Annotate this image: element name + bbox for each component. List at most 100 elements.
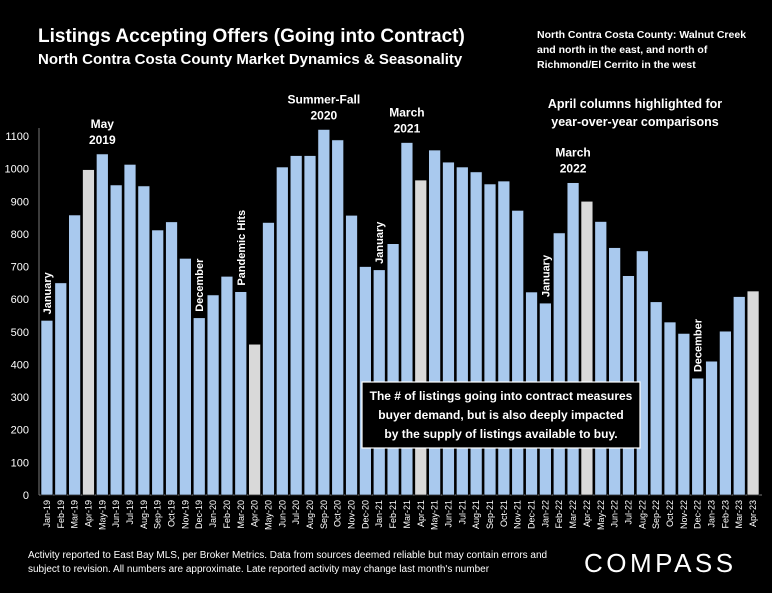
- bar: [636, 250, 649, 496]
- x-tick-label: Dec-22: [693, 500, 703, 529]
- y-tick-label: 700: [11, 262, 29, 274]
- x-tick-label: Aug-21: [471, 500, 481, 529]
- x-tick-label: Feb-22: [554, 500, 564, 529]
- bar: [649, 301, 663, 496]
- x-tick-label: Mar-20: [236, 500, 246, 529]
- x-tick-label: Aug-19: [139, 500, 149, 529]
- bar: [705, 360, 718, 496]
- callout-line: buyer demand, but is also deeply impacte…: [378, 408, 623, 422]
- x-tick-label: Oct-20: [333, 500, 343, 527]
- y-tick-label: 600: [11, 294, 29, 306]
- x-tick-label: Jan-22: [540, 500, 550, 528]
- annotation-label: December: [693, 318, 705, 372]
- x-tick-label: Sep-22: [651, 500, 661, 529]
- bar: [151, 229, 164, 496]
- x-tick-label: Oct-21: [499, 500, 509, 527]
- x-tick-label: Mar-21: [402, 500, 412, 529]
- bar: [331, 139, 344, 496]
- x-tick-label: Sep-19: [153, 500, 163, 529]
- bar: [109, 184, 123, 496]
- annotation-line: 2019: [89, 133, 116, 147]
- region-note: North Contra Costa County: Walnut Creek …: [537, 29, 747, 71]
- x-tick-label: Jul-20: [291, 500, 301, 525]
- x-tick-label: Feb-21: [388, 500, 398, 529]
- x-tick-label: Dec-20: [360, 500, 370, 529]
- x-tick-label: May-21: [430, 500, 440, 530]
- bar: [469, 171, 483, 496]
- y-tick-label: 100: [11, 457, 29, 469]
- x-tick-label: Feb-23: [720, 500, 730, 529]
- callout-box: [361, 381, 641, 449]
- x-tick-label: Jul-22: [623, 500, 633, 525]
- bar: [317, 129, 331, 496]
- x-tick-label: Feb-19: [56, 500, 66, 529]
- callout-demand-note: The # of listings going into contract me…: [370, 389, 633, 441]
- x-tick-label: Aug-22: [637, 500, 647, 529]
- x-tick-label: Nov-22: [679, 500, 689, 529]
- bar: [179, 258, 192, 496]
- bar-highlighted: [248, 343, 261, 496]
- annotation-label: March 2022: [555, 146, 590, 176]
- bar: [663, 321, 677, 496]
- x-tick-label: Jan-23: [707, 500, 717, 528]
- y-tick-label: 500: [11, 327, 29, 339]
- bar: [511, 210, 524, 496]
- annotation-line: 2021: [394, 122, 421, 136]
- annotation-label: Summer-Fall 2020: [288, 92, 361, 122]
- callout-line: April columns highlighted for: [548, 97, 722, 111]
- footer-disclaimer: Activity reported to East Bay MLS, per B…: [28, 550, 548, 575]
- x-tick-label: Apr-20: [250, 500, 260, 527]
- bar-highlighted: [414, 179, 427, 496]
- bar-highlighted: [82, 169, 95, 496]
- y-tick-label: 800: [11, 229, 29, 241]
- bar: [54, 282, 67, 496]
- x-tick-label: Jun-22: [610, 500, 620, 528]
- bar: [40, 320, 54, 496]
- x-tick-label: Jun-21: [443, 500, 453, 528]
- bar: [566, 182, 580, 496]
- x-tick-label: Jun-20: [277, 500, 287, 528]
- annotation-label: Pandemic Hits: [236, 210, 248, 286]
- x-tick-label: Mar-23: [734, 500, 744, 529]
- bar: [719, 330, 732, 496]
- callout-line: year-over-year comparisons: [551, 115, 718, 129]
- annotation-line: 2022: [560, 162, 587, 176]
- annotation-line: March: [389, 106, 424, 120]
- bar: [733, 296, 746, 496]
- bar: [234, 291, 247, 496]
- callout-line: The # of listings going into contract me…: [370, 389, 633, 403]
- x-tick-label: Jan-20: [208, 500, 218, 528]
- y-tick-label: 900: [11, 196, 29, 208]
- y-tick-label: 1100: [5, 131, 29, 143]
- x-tick-label: Jun-19: [111, 500, 121, 528]
- annotation-line: May: [91, 117, 115, 131]
- annotation-label: January: [374, 221, 386, 264]
- bar: [165, 221, 178, 496]
- bar: [96, 153, 109, 496]
- bar: [386, 243, 400, 496]
- bar: [428, 149, 441, 496]
- annotation-line: March: [555, 146, 590, 160]
- annotation-label: March 2021: [389, 106, 424, 136]
- bar: [303, 155, 317, 496]
- bar: [220, 276, 234, 496]
- x-tick-label: Dec-19: [194, 500, 204, 529]
- bar-highlighted: [746, 290, 760, 496]
- bar: [123, 164, 137, 496]
- compass-logo: COMPASS: [584, 548, 737, 578]
- x-tick-label: Mar-22: [568, 500, 578, 529]
- x-tick-label: Aug-20: [305, 500, 315, 529]
- annotation-label: May 2019: [89, 117, 116, 147]
- y-tick-label: 400: [11, 359, 29, 371]
- bar: [483, 183, 497, 496]
- bar: [262, 222, 275, 496]
- y-tick-label: 1000: [5, 164, 29, 176]
- x-tick-label: Nov-19: [180, 500, 190, 529]
- x-tick-label: May-20: [263, 500, 273, 530]
- x-tick-label: Nov-20: [347, 500, 357, 529]
- bar: [691, 377, 704, 496]
- x-tick-label: Feb-20: [222, 500, 232, 529]
- bar-highlighted: [580, 200, 594, 496]
- bar: [677, 333, 691, 496]
